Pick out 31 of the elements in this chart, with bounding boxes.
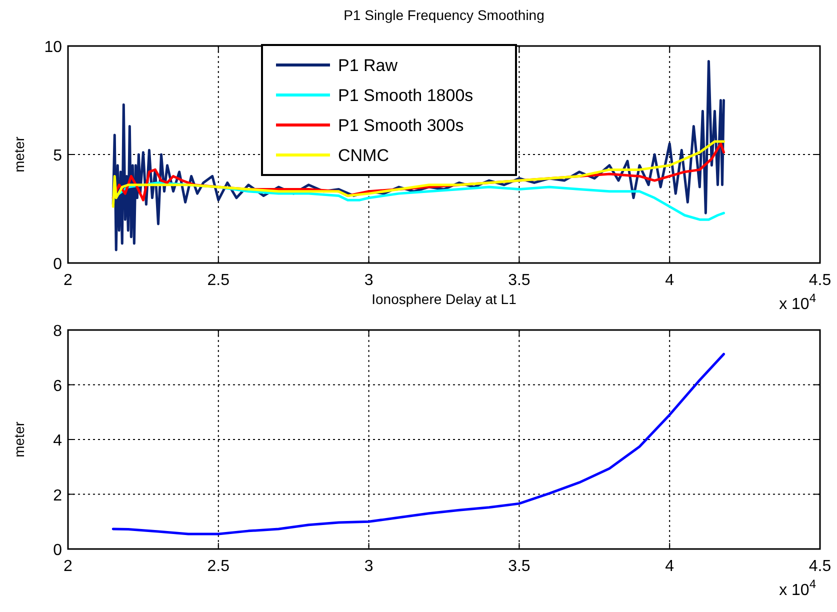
x-tick-label: 3 <box>364 558 374 575</box>
x-tick-label: 4.5 <box>808 558 832 575</box>
y-tick-label: 0 <box>53 542 62 559</box>
y-tick-label: 4 <box>53 432 62 450</box>
x-tick-label: 3.5 <box>508 272 530 289</box>
x-tick-label: 4 <box>665 272 674 289</box>
x-tick-label: 4 <box>665 558 674 575</box>
x-tick-label: 2 <box>64 272 73 289</box>
text: x 10$^{4}$ <box>779 577 816 599</box>
y-tick-label: 8 <box>53 323 62 340</box>
x-tick-label: 3.5 <box>508 558 530 575</box>
legend-label: P1 Smooth 300s <box>338 116 464 135</box>
y-axis-title: meter <box>11 421 27 458</box>
y-tick-label: 6 <box>53 378 62 395</box>
x-tick-label: 2.5 <box>207 272 230 289</box>
legend-label: CNMC <box>338 146 389 165</box>
chart-title: P1 Single Frequency Smoothing <box>344 7 544 23</box>
x-tick-label: 2 <box>64 558 73 575</box>
x-tick-label: 4.5 <box>808 272 832 289</box>
y-tick-label: 5 <box>53 148 62 164</box>
y-tick-label: 0 <box>53 256 62 273</box>
legend-label: P1 Smooth 1800s <box>338 86 474 105</box>
y-tick-label: 10 <box>44 39 62 56</box>
x-tick-label: 2.5 <box>207 558 230 575</box>
x-tick-label: 3 <box>364 272 374 289</box>
line-series <box>112 352 725 536</box>
text: x 10$^{4}$ <box>779 291 816 313</box>
chart-title: Ionosphere Delay at L1 <box>372 291 517 307</box>
y-axis-title: meter <box>11 136 27 172</box>
y-tick-label: 2 <box>53 487 62 504</box>
legend-label: P1 Raw <box>338 56 398 75</box>
